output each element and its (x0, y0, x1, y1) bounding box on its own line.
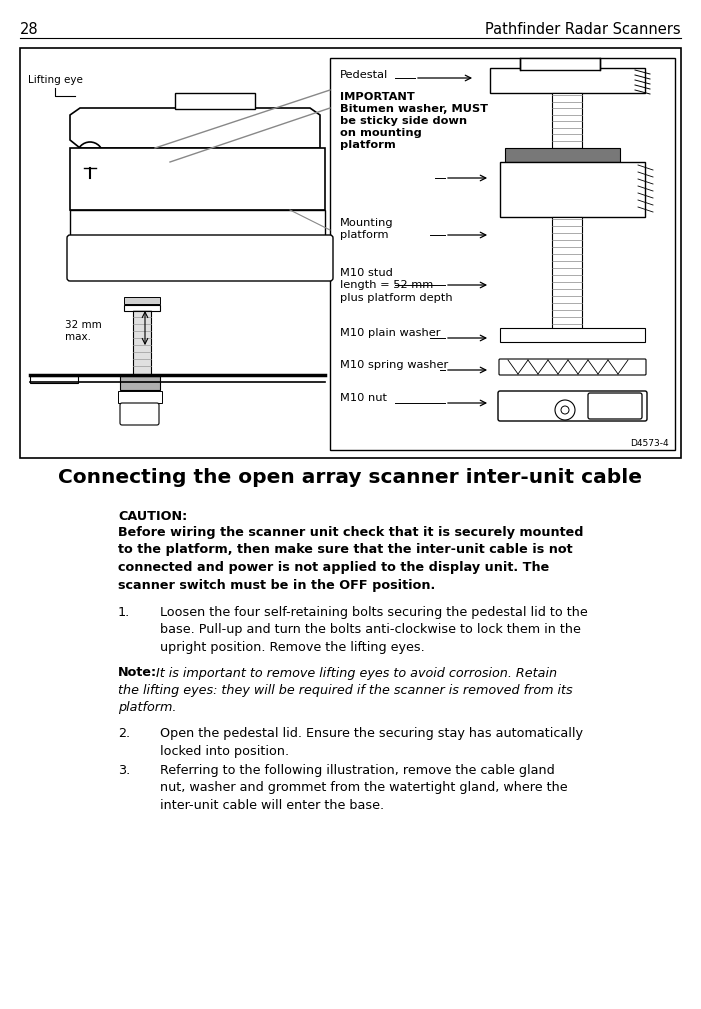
Text: M10 stud
length = 52 mm
plus platform depth: M10 stud length = 52 mm plus platform de… (340, 268, 453, 303)
Text: 1.: 1. (118, 606, 130, 619)
Bar (30, 376, 78, 383)
Text: 28: 28 (20, 22, 39, 37)
Text: on mounting: on mounting (340, 128, 422, 138)
Bar (70, 148, 325, 210)
Text: It is important to remove lifting eyes to avoid corrosion. Retain: It is important to remove lifting eyes t… (156, 667, 557, 679)
Bar (500, 162, 645, 217)
Bar (124, 305, 160, 311)
Text: Referring to the following illustration, remove the cable gland: Referring to the following illustration,… (160, 764, 554, 777)
Bar (520, 58, 600, 70)
Bar (20, 48, 681, 458)
FancyBboxPatch shape (67, 235, 333, 281)
FancyBboxPatch shape (498, 391, 647, 421)
Text: the lifting eyes: they will be required if the scanner is removed from its: the lifting eyes: they will be required … (118, 684, 573, 697)
Text: 32 mm
max.: 32 mm max. (65, 320, 102, 342)
Text: platform.: platform. (118, 701, 177, 714)
Text: IMPORTANT: IMPORTANT (340, 92, 415, 102)
Bar (275, 162, 287, 175)
Text: 2.: 2. (118, 727, 130, 740)
Text: nut, washer and grommet from the watertight gland, where the: nut, washer and grommet from the waterti… (160, 782, 568, 794)
Bar (133, 308, 151, 376)
Text: M10 plain washer: M10 plain washer (340, 328, 440, 338)
Bar (118, 391, 162, 403)
FancyBboxPatch shape (120, 403, 159, 425)
Text: upright position. Remove the lifting eyes.: upright position. Remove the lifting eye… (160, 641, 425, 654)
Text: locked into position.: locked into position. (160, 745, 289, 758)
Bar (124, 297, 160, 304)
Text: connected and power is not applied to the display unit. The: connected and power is not applied to th… (118, 561, 550, 574)
Text: Open the pedestal lid. Ensure the securing stay has automatically: Open the pedestal lid. Ensure the securi… (160, 727, 583, 740)
Text: be sticky side down: be sticky side down (340, 116, 467, 126)
Text: D4573-4: D4573-4 (630, 439, 669, 448)
Bar (270, 158, 308, 180)
Bar (500, 328, 645, 342)
Text: Pedestal: Pedestal (340, 70, 388, 80)
Text: Before wiring the scanner unit check that it is securely mounted: Before wiring the scanner unit check tha… (118, 526, 583, 539)
Polygon shape (70, 210, 325, 238)
Bar (330, 58, 675, 450)
Bar (175, 93, 255, 109)
Polygon shape (70, 108, 320, 148)
Bar (552, 93, 582, 148)
Text: Bitumen washer, MUST: Bitumen washer, MUST (340, 104, 488, 114)
Text: Note:: Note: (118, 667, 157, 679)
Text: base. Pull-up and turn the bolts anti-clockwise to lock them in the: base. Pull-up and turn the bolts anti-cl… (160, 624, 581, 637)
Text: Pathfinder Radar Scanners: Pathfinder Radar Scanners (485, 22, 681, 37)
FancyBboxPatch shape (499, 359, 646, 375)
Text: M10 nut: M10 nut (340, 393, 387, 403)
Text: M10 spring washer: M10 spring washer (340, 360, 448, 370)
Text: Loosen the four self-retaining bolts securing the pedestal lid to the: Loosen the four self-retaining bolts sec… (160, 606, 587, 619)
Text: Mounting
platform: Mounting platform (340, 218, 394, 240)
Text: CAUTION:: CAUTION: (118, 510, 187, 523)
Text: scanner switch must be in the OFF position.: scanner switch must be in the OFF positi… (118, 578, 435, 591)
Bar (120, 376, 160, 390)
Bar (505, 148, 620, 162)
FancyBboxPatch shape (588, 393, 642, 419)
Bar (490, 68, 645, 93)
Bar (552, 217, 582, 332)
Text: to the platform, then make sure that the inter-unit cable is not: to the platform, then make sure that the… (118, 544, 573, 557)
Text: 3.: 3. (118, 764, 130, 777)
Text: Lifting eye: Lifting eye (28, 75, 83, 85)
Text: Connecting the open array scanner inter-unit cable: Connecting the open array scanner inter-… (58, 468, 642, 487)
Text: inter-unit cable will enter the base.: inter-unit cable will enter the base. (160, 799, 384, 812)
Text: platform: platform (340, 140, 396, 150)
